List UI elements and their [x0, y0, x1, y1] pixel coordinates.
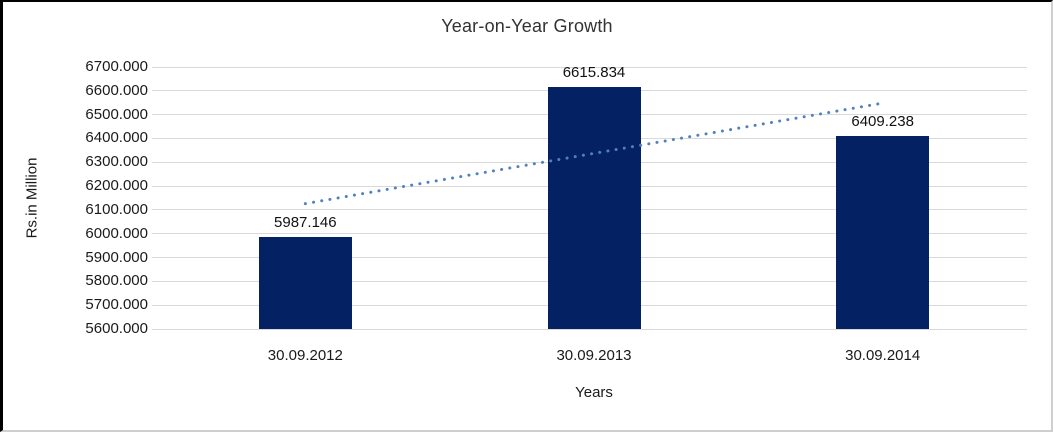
y-tick-mark: [152, 90, 162, 92]
y-tick-mark: [152, 66, 162, 68]
x-axis-title: Years: [575, 384, 613, 401]
y-tick-label: 5600.000: [85, 320, 148, 337]
y-tick-mark: [152, 114, 162, 116]
y-tick-mark: [152, 257, 162, 259]
y-tick-mark: [152, 304, 162, 306]
data-label: 6615.834: [562, 64, 626, 82]
y-tick-mark: [152, 209, 162, 211]
y-tick-label: 5700.000: [85, 296, 148, 314]
x-tick-label: 30.09.2014: [845, 347, 921, 364]
bar-30.09.2013: [547, 87, 641, 329]
y-tick-mark: [152, 233, 162, 235]
y-tick-label: 6200.000: [85, 177, 148, 195]
gridline: [161, 328, 1027, 330]
y-tick-label: 6100.000: [85, 200, 148, 218]
y-tick-label: 5900.000: [85, 248, 148, 266]
trendline: [303, 101, 885, 206]
data-label: 5987.146: [274, 213, 337, 231]
y-tick-mark: [152, 280, 162, 282]
y-tick-label: 6000.000: [85, 224, 148, 242]
plot-area: 5987.146 30.09.2012 6615.834 30.09.2013 6409…: [161, 64, 1027, 364]
y-tick-mark: [152, 328, 162, 330]
y-tick-label: 6300.000: [85, 153, 148, 171]
y-tick-label: 6600.000: [85, 81, 148, 99]
bar-30.09.2014: [836, 136, 930, 329]
gridline: [161, 66, 1027, 68]
y-tick-mark: [152, 185, 162, 187]
y-tick-label: 5800.000: [85, 272, 148, 290]
x-tick-label: 30.09.2012: [267, 347, 343, 364]
bar-30.09.2012: [258, 236, 352, 329]
y-tick-label: 6700.000: [85, 58, 148, 75]
y-tick-mark: [152, 137, 162, 139]
x-tick-label: 30.09.2013: [556, 347, 632, 364]
y-tick-mark: [152, 161, 162, 163]
chart-title: Year-on-Year Growth: [441, 16, 613, 36]
y-tick-label: 6400.000: [85, 129, 148, 147]
data-label: 6409.238: [851, 113, 914, 131]
y-tick-label: 6500.000: [85, 105, 148, 123]
